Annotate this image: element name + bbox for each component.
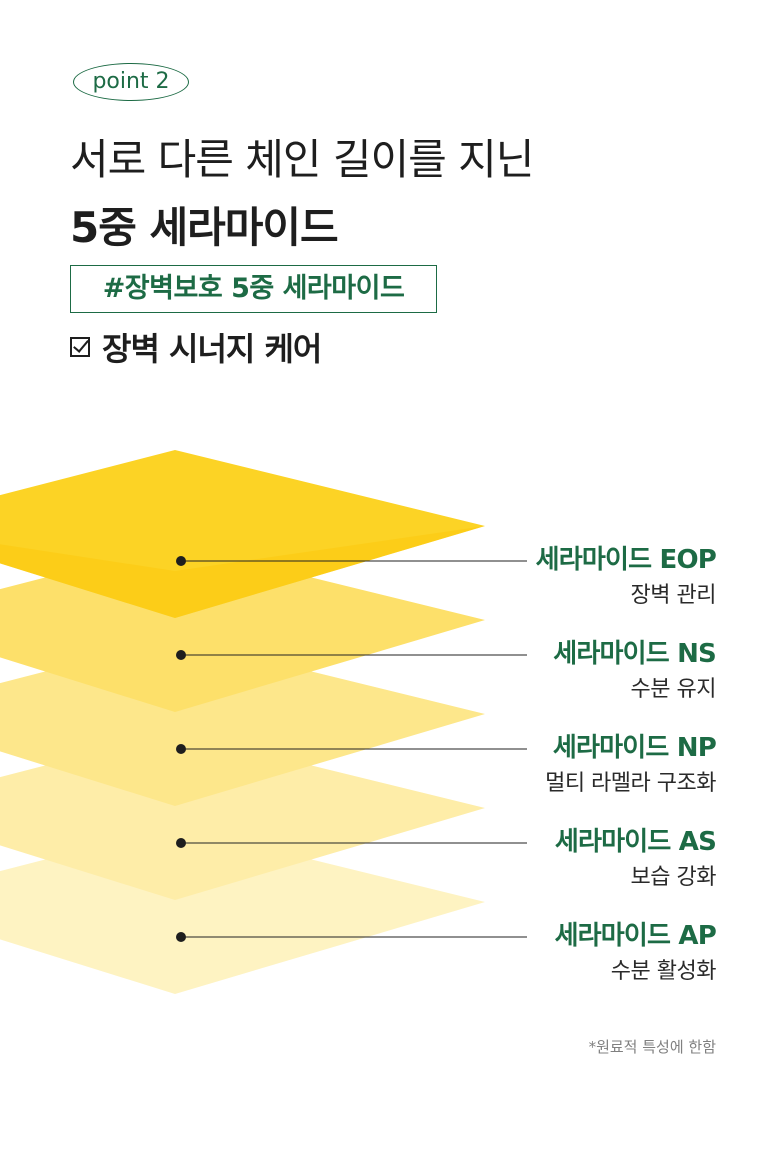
leader-dot-4 bbox=[176, 838, 186, 848]
ceramide-desc: 수분 유지 bbox=[630, 677, 717, 702]
ceramide-label-5: 세라마이드 AP 수분 활성화 bbox=[554, 919, 717, 987]
leader-dot-3 bbox=[176, 744, 186, 754]
ceramide-label-1: 세라마이드 EOP 장벽 관리 bbox=[535, 543, 717, 611]
leader-dot-2 bbox=[176, 650, 186, 660]
ceramide-name: 세라마이드 AP bbox=[554, 921, 717, 951]
footnote: *원료적 특성에 한함 bbox=[588, 1038, 716, 1056]
ceramide-desc: 멀티 라멜라 구조화 bbox=[545, 771, 716, 796]
ceramide-name: 세라마이드 EOP bbox=[535, 545, 717, 575]
ceramide-label-4: 세라마이드 AS 보습 강화 bbox=[554, 825, 717, 893]
ceramide-desc: 보습 강화 bbox=[630, 865, 717, 890]
hashtag-box: #장벽보호 5중 세라마이드 bbox=[70, 265, 437, 313]
headline-line1: 서로 다른 체인 길이를 지닌 bbox=[70, 135, 534, 184]
leader-dot-1 bbox=[176, 556, 186, 566]
ceramide-name: 세라마이드 NP bbox=[552, 733, 717, 763]
ceramide-name: 세라마이드 AS bbox=[554, 827, 717, 857]
ceramide-name: 세라마이드 NS bbox=[553, 639, 717, 669]
headline-line2: 5중 세라마이드 bbox=[70, 203, 339, 252]
ceramide-desc: 장벽 관리 bbox=[630, 583, 717, 608]
ceramide-desc: 수분 활성화 bbox=[610, 959, 717, 984]
ceramide-label-3: 세라마이드 NP 멀티 라멜라 구조화 bbox=[545, 731, 717, 799]
check-box-icon bbox=[70, 337, 90, 357]
check-label: 장벽 시너지 케어 bbox=[102, 330, 322, 368]
point-badge: point 2 bbox=[73, 63, 189, 101]
check-row: 장벽 시너지 케어 bbox=[70, 325, 322, 369]
leader-dot-5 bbox=[176, 932, 186, 942]
ceramide-label-2: 세라마이드 NS 수분 유지 bbox=[553, 637, 717, 705]
ceramide-layer-1-shade bbox=[0, 526, 485, 618]
